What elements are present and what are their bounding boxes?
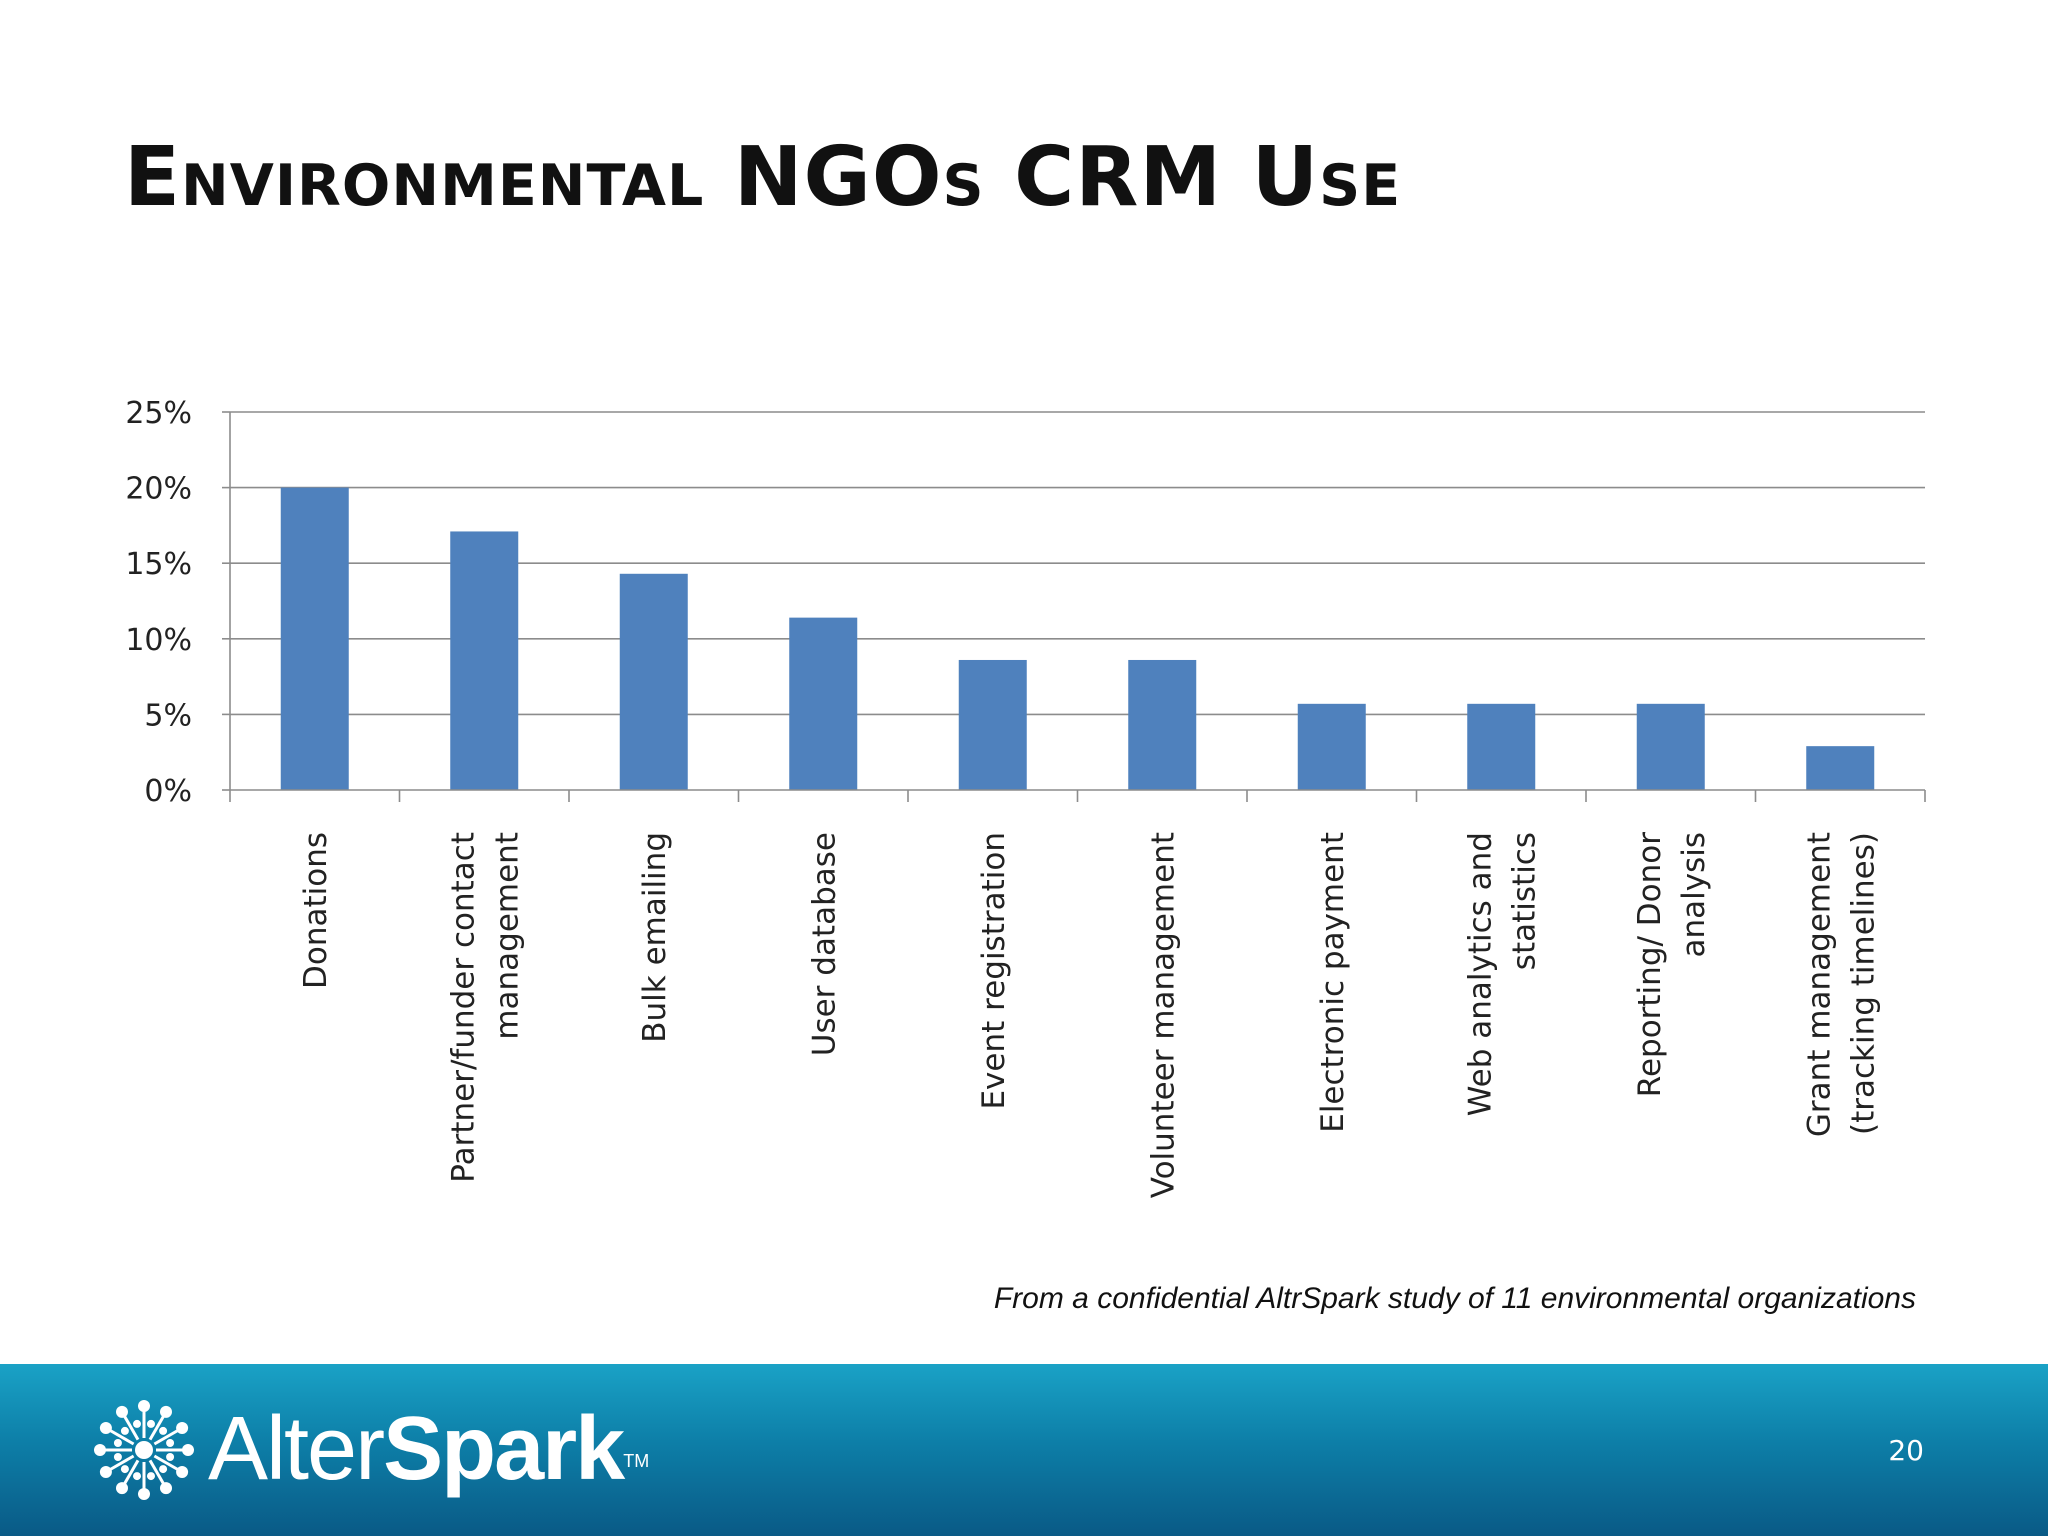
y-tick-label: 15% [125, 547, 192, 582]
source-caption: From a confidential AltrSpark study of 1… [993, 1282, 1916, 1315]
x-tick-label: Event registration [976, 832, 1012, 1110]
svg-text:Grant management(tracking time: Grant management (tracking timelines) [1801, 832, 1881, 1137]
bar-0 [280, 487, 349, 790]
y-tick-label: 20% [125, 472, 192, 507]
trademark-mark: TM [623, 1451, 650, 1471]
x-tick-label: Partner/funder contact management [445, 832, 525, 1183]
x-tick-label: Donations [298, 832, 334, 989]
svg-text:User database: User database [806, 832, 842, 1056]
svg-text:Electronic payment: Electronic payment [1315, 832, 1351, 1133]
chart-x-tick-labels: Donations Partner/funder contact managemen… [298, 832, 1882, 1198]
svg-text:Donations: Donations [298, 832, 334, 989]
bar-2 [619, 573, 688, 790]
x-tick-label: Bulk emailing [637, 832, 673, 1043]
bar-9 [1806, 746, 1875, 790]
svg-text:Volunteer management: Volunteer management [1145, 832, 1181, 1198]
bar-6 [1297, 703, 1366, 790]
x-tick-label: Volunteer management [1145, 832, 1181, 1198]
x-tick-label: Electronic payment [1315, 832, 1351, 1133]
chart-bars [280, 487, 1875, 790]
page-number: 20 [1888, 1434, 1924, 1467]
footer-banner: AlterSparkTM 20 [0, 1364, 2048, 1536]
x-tick-label: Reporting/ Donor analysis [1632, 832, 1712, 1097]
bar-3 [789, 617, 858, 790]
svg-text:Bulk emailing: Bulk emailing [637, 832, 673, 1043]
chart-axes [222, 411, 1926, 802]
bar-5 [1128, 659, 1197, 790]
y-tick-label: 10% [125, 623, 192, 658]
y-tick-label: 0% [144, 774, 192, 809]
bar-chart: 0% 5% 10% 15% 20% 25% Donations Partner/funder… [125, 396, 1926, 1198]
brand-wordmark: AlterSparkTM [208, 1394, 649, 1504]
brand-wordmark-bold: Spark [383, 1399, 625, 1499]
x-tick-label: Grant management (tracking timelines) [1801, 832, 1881, 1137]
x-tick-label: User database [806, 832, 842, 1056]
bar-7 [1467, 703, 1536, 790]
svg-text:Event registration: Event registration [976, 832, 1012, 1110]
y-tick-label: 5% [144, 698, 192, 733]
bar-4 [958, 659, 1027, 790]
spark-burst-icon [94, 1400, 194, 1500]
chart-y-tick-labels: 0% 5% 10% 15% 20% 25% [125, 396, 192, 809]
y-tick-label: 25% [125, 396, 192, 431]
brand-wordmark-light: Alter [208, 1399, 385, 1499]
bar-8 [1636, 703, 1705, 790]
x-tick-label: Web analytics and statistics [1462, 832, 1542, 1116]
slide-title: Environmental NGOs CRM Use [124, 130, 1402, 225]
bar-1 [450, 531, 519, 790]
